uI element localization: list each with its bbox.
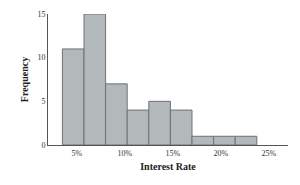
svg-text:15: 15 [37, 10, 45, 19]
svg-text:Interest Rate: Interest Rate [140, 161, 196, 172]
svg-text:5: 5 [41, 97, 45, 106]
svg-text:10: 10 [37, 53, 45, 62]
svg-text:5%: 5% [71, 149, 82, 158]
svg-text:Frequency: Frequency [19, 57, 30, 102]
svg-text:20%: 20% [213, 149, 228, 158]
svg-text:10%: 10% [117, 149, 132, 158]
svg-text:15%: 15% [165, 149, 180, 158]
svg-text:0: 0 [41, 141, 45, 150]
svg-text:25%: 25% [261, 149, 276, 158]
